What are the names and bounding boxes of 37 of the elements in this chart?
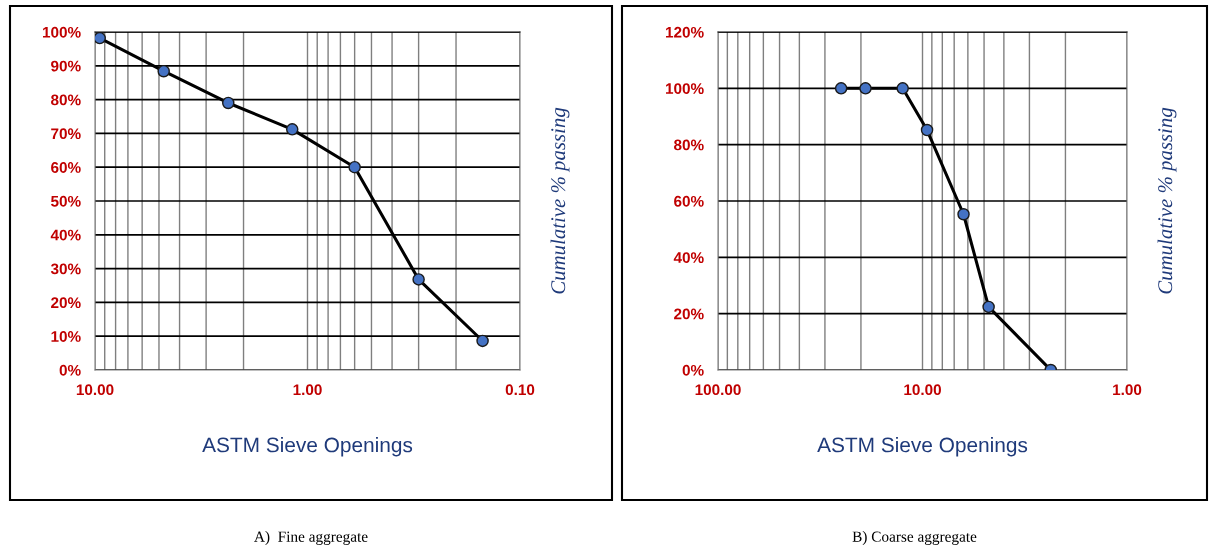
y-tick-label: 20% xyxy=(674,308,704,320)
x-tick-label: 10.00 xyxy=(76,384,114,396)
y-tick-label: 0% xyxy=(59,364,81,376)
x-tick-label: 1.00 xyxy=(1113,384,1142,396)
point xyxy=(285,123,299,136)
y-tick-label: 70% xyxy=(51,128,81,140)
point xyxy=(157,64,170,78)
y-tick-label: 90% xyxy=(51,60,81,72)
y-tick-label: 0% xyxy=(682,364,704,376)
point xyxy=(412,273,425,286)
y-tick-label: 50% xyxy=(51,195,81,207)
y-tick-label: 80% xyxy=(51,94,81,106)
x-tick-label: 0.10 xyxy=(505,384,535,396)
y-tick-label: 30% xyxy=(50,263,81,275)
y-tick-label: 40% xyxy=(50,229,81,241)
point xyxy=(95,32,106,45)
y-tick-label: 60% xyxy=(51,162,81,173)
text: A) Fine aggregate xyxy=(254,531,368,545)
y-tick-label: 80% xyxy=(674,139,704,151)
y-tick-label: 40% xyxy=(673,252,704,264)
y-tick-label: 100% xyxy=(43,26,81,38)
point xyxy=(476,334,489,348)
y-tick-label: 10% xyxy=(51,331,81,342)
text: B) Coarse aggregate xyxy=(852,531,977,545)
x-tick-label: 100.00 xyxy=(695,384,741,396)
y-tick-label: 60% xyxy=(674,195,704,207)
y-tick-label: 120% xyxy=(666,26,704,38)
y-tick-label: 20% xyxy=(51,297,81,309)
x-tick-label: 10.00 xyxy=(904,384,941,396)
x-axis-title: ASTM Sieve Openings xyxy=(817,437,1028,457)
point xyxy=(222,96,235,110)
point xyxy=(348,160,361,174)
y-axis-title: Cumulative % passing xyxy=(550,107,570,294)
x-axis-title: ASTM Sieve Openings xyxy=(202,437,413,457)
y-axis-title: Cumulative % passing xyxy=(1157,107,1177,294)
x-tick-label: 1.00 xyxy=(293,384,322,396)
y-tick-label: 100% xyxy=(666,83,704,95)
